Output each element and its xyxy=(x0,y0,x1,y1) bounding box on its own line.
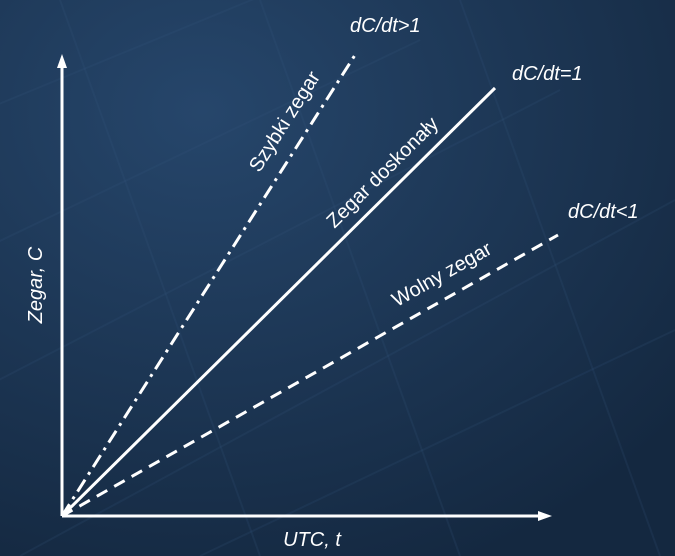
x-axis-label: UTC, t xyxy=(283,529,342,551)
fast-clock-line xyxy=(60,54,357,517)
x-axis-arrow-icon xyxy=(538,511,552,521)
y-axis-arrow-icon xyxy=(57,54,67,68)
fast-clock-rate: dC/dt>1 xyxy=(350,15,421,37)
y-axis-label: Zegar, C xyxy=(25,246,47,324)
slow-clock-rate: dC/dt<1 xyxy=(568,201,639,223)
x-axis xyxy=(62,511,552,521)
slow-clock-line xyxy=(61,233,559,518)
perfect-clock-line xyxy=(60,86,497,518)
perfect-clock-rate: dC/dt=1 xyxy=(512,63,583,85)
y-axis xyxy=(57,54,67,516)
